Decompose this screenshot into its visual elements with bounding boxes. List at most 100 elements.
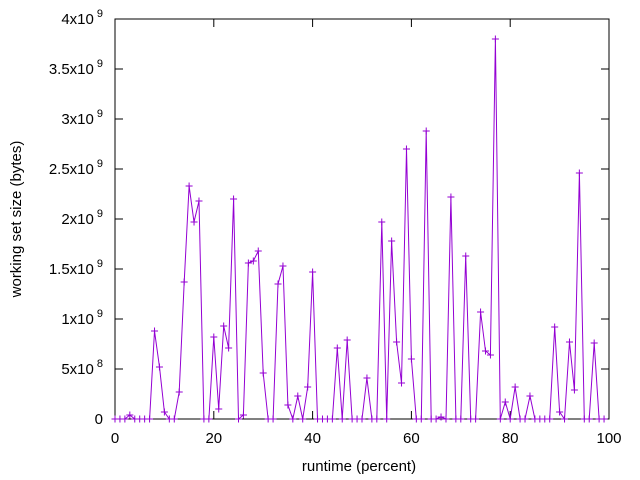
x-tick-label: 20 (205, 430, 222, 447)
y-tick-label: 1.5x10 9 (49, 258, 103, 278)
data-point (215, 405, 223, 413)
data-point (309, 268, 317, 276)
data-point (289, 415, 297, 423)
data-point (417, 415, 425, 423)
data-point (482, 347, 489, 355)
data-point (304, 383, 312, 391)
data-point (437, 413, 445, 421)
data-point (383, 415, 391, 423)
data-point (358, 415, 366, 423)
y-tick-label: 3x10 9 (61, 108, 103, 128)
data-point (284, 401, 292, 409)
y-tick-exponent: 9 (97, 58, 103, 70)
data-point (210, 333, 218, 341)
data-point (402, 145, 410, 153)
y-tick-label: 1x10 9 (61, 308, 103, 328)
y-tick-label: 5x10 8 (61, 358, 103, 378)
y-tick-label: 3.5x10 9 (49, 58, 103, 78)
data-point (373, 415, 381, 423)
data-point (506, 415, 514, 423)
data-point (378, 218, 386, 226)
x-axis: 0 20 40 60 80 100 (111, 19, 622, 447)
data-point (447, 193, 455, 201)
data-point (205, 415, 213, 423)
y-tick-mantissa: 4x10 (61, 11, 94, 28)
data-point (180, 278, 188, 286)
data-point (585, 415, 593, 423)
y-tick-mantissa: 1x10 (61, 311, 94, 328)
y-tick-mantissa: 1.5x10 (49, 261, 94, 278)
y-tick-mantissa: 3x10 (61, 111, 94, 128)
data-point (328, 415, 336, 423)
y-tick-exponent: 9 (97, 308, 103, 320)
data-point (338, 415, 346, 423)
data-point (259, 369, 267, 377)
data-point (269, 415, 277, 423)
y-tick-exponent: 9 (97, 108, 103, 120)
data-point (185, 182, 193, 190)
data-point (570, 386, 578, 394)
data-point (230, 195, 238, 203)
data-point (561, 415, 569, 423)
data-point (279, 262, 287, 270)
y-tick-label: 2.5x10 9 (49, 158, 103, 178)
y-tick-label: 0 (95, 411, 103, 428)
y-tick-mantissa: 0 (95, 411, 103, 428)
data-point (526, 392, 534, 400)
y-tick-exponent: 9 (97, 8, 103, 20)
data-point (432, 415, 440, 423)
data-point (546, 415, 554, 423)
data-point (170, 415, 178, 423)
data-point (220, 322, 228, 330)
data-point (472, 415, 480, 423)
data-point (491, 35, 499, 43)
data-point (457, 415, 465, 423)
data-point (422, 127, 430, 135)
data-point (551, 323, 559, 331)
data-point (299, 415, 307, 423)
data-point (195, 197, 203, 205)
data-point (244, 259, 252, 267)
y-tick-mantissa: 2x10 (61, 211, 94, 228)
data-point (160, 408, 168, 416)
data-point (121, 415, 129, 423)
x-tick-label: 40 (304, 430, 321, 447)
y-tick-exponent: 9 (97, 208, 103, 220)
x-tick-label: 60 (403, 430, 420, 447)
data-point (600, 415, 608, 423)
data-point (521, 415, 529, 423)
x-axis-label: runtime (percent) (302, 458, 416, 475)
y-tick-label: 2x10 9 (61, 208, 103, 228)
data-point (407, 355, 415, 363)
data-point (511, 383, 519, 391)
y-tick-mantissa: 5x10 (61, 361, 94, 378)
series-line (115, 38, 605, 421)
data-point (146, 415, 154, 423)
data-point (126, 411, 134, 419)
x-tick-label: 80 (502, 430, 519, 447)
plot-frame (114, 18, 610, 420)
y-tick-exponent: 9 (97, 158, 103, 170)
data-point (225, 344, 233, 352)
data-point (501, 398, 509, 406)
data-point (363, 374, 371, 382)
data-point (565, 338, 573, 346)
data-point (333, 344, 341, 352)
data-point (343, 336, 351, 344)
data-point (249, 257, 257, 265)
y-tick-exponent: 9 (97, 258, 103, 270)
data-point (239, 411, 247, 419)
data-point (235, 415, 242, 423)
data-point (590, 339, 598, 347)
data-point (393, 338, 401, 346)
y-tick-label: 4x10 9 (61, 8, 103, 28)
y-tick-exponent: 8 (97, 358, 103, 370)
data-point (151, 327, 159, 335)
data-point (398, 379, 406, 387)
y-tick-mantissa: 2.5x10 (49, 161, 94, 178)
data-point (477, 308, 485, 316)
x-tick-label: 100 (596, 430, 621, 447)
data-point (575, 169, 583, 177)
